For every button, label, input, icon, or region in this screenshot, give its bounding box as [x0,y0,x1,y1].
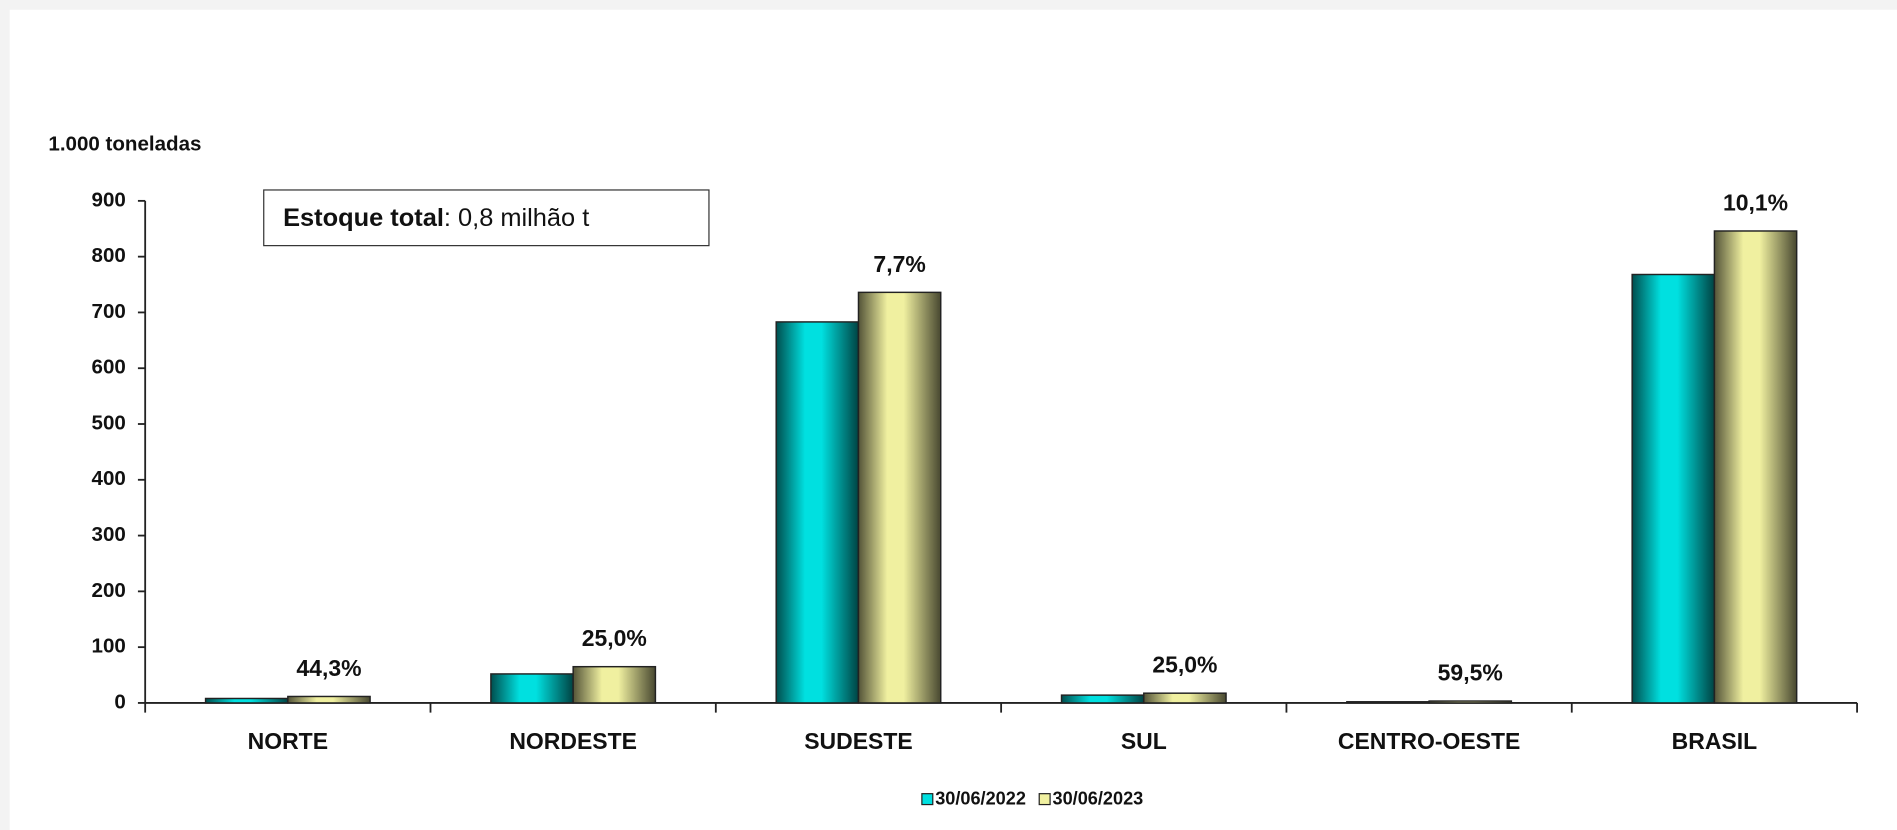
x-tick-label: SUL [1121,728,1167,754]
legend-label: 30/06/2023 [1053,789,1144,809]
bar [1428,700,1513,704]
y-tick-label: 200 [92,579,126,602]
y-tick-label: 100 [92,635,126,658]
y-tick-label: 500 [92,411,126,434]
growth-label: 10,1% [1723,189,1788,215]
growth-label: 25,0% [1152,652,1217,678]
bar [1143,692,1227,704]
growth-label: 59,5% [1438,660,1503,686]
y-tick-label: 900 [92,188,126,211]
y-tick-label: 700 [92,300,126,323]
y-tick-label: 600 [92,356,126,379]
legend-swatch [1038,793,1051,806]
y-tick-label: 300 [92,523,126,546]
bar [572,665,657,704]
x-tick-label: BRASIL [1672,728,1758,754]
bar [490,673,574,704]
growth-label: 25,0% [582,625,647,651]
chart-area [9,9,1897,830]
y-tick-label: 0 [114,690,125,713]
bar [1060,694,1145,704]
note-bold: Estoque total [283,204,444,232]
bar [1713,230,1798,704]
note-text: : 0,8 milhão t [444,204,589,232]
y-tick-label: 400 [92,467,126,490]
growth-label: 7,7% [873,251,925,277]
bar [1631,273,1716,704]
x-tick-label: SUDESTE [804,728,913,754]
x-tick-label: CENTRO-OESTE [1338,728,1520,754]
note: Estoque total: 0,8 milhão t [283,204,589,232]
legend-swatch [921,793,934,806]
x-tick-label: NORTE [248,728,328,754]
note-box [263,189,710,247]
bar [857,291,942,704]
bar [287,695,371,704]
bar [1346,701,1430,704]
bar [204,697,289,704]
y-axis-label: 1.000 toneladas [48,133,201,156]
growth-label: 44,3% [296,655,361,681]
y-tick-label: 800 [92,244,126,267]
legend-label: 30/06/2022 [935,789,1026,809]
x-tick-label: NORDESTE [509,728,637,754]
bar [775,321,860,704]
